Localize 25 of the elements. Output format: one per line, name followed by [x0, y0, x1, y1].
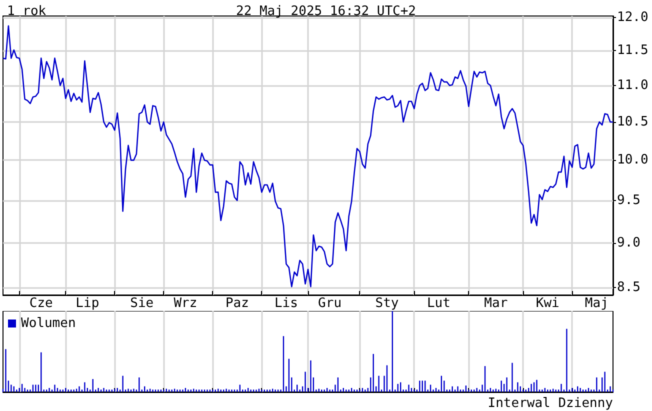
x-tick-label: Cze [29, 296, 54, 311]
legend-label: Wolumen [21, 316, 76, 331]
x-tick-label: Gru [318, 296, 342, 311]
x-tick-label: Mar [484, 296, 508, 311]
x-tick-label: Lut [426, 296, 450, 311]
chart-subtitle: 22 Maj 2025 16:32 UTC+2 [236, 4, 416, 19]
x-tick-label: Wrz [174, 296, 198, 311]
y-tick-label: 10.0 [617, 152, 648, 168]
line-series [2, 25, 614, 288]
y-tick-label: 11.0 [617, 78, 648, 94]
y-tick-label: 10.5 [617, 114, 648, 130]
x-tick-label: Sty [375, 296, 399, 311]
y-tick-label: 8.5 [617, 280, 640, 296]
y-tick-label: 9.5 [617, 192, 640, 208]
text: Interwal Dzienny [488, 396, 614, 411]
x-tick-label: Lip [76, 296, 100, 311]
x-tick-label: Kwi [536, 296, 560, 311]
y-tick-label: 12.0 [617, 10, 648, 25]
y-tick-label: 11.5 [617, 43, 648, 58]
chart-title: 1 rok [7, 4, 46, 19]
x-tick-label: Lis [274, 296, 298, 311]
x-tick-label: Maj [584, 296, 608, 311]
x-tick-label: Paz [225, 296, 249, 311]
y-tick-label: 9.0 [617, 235, 640, 250]
x-tick-label: Sie [130, 296, 154, 311]
